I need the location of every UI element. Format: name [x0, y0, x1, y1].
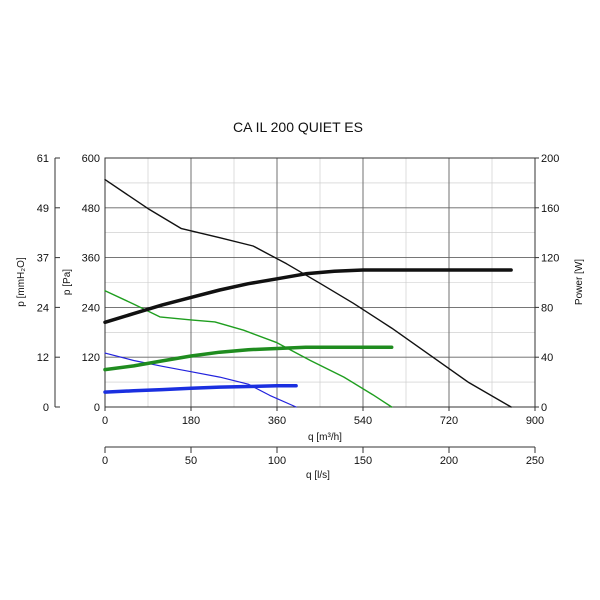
x-tick-label: 360	[268, 415, 286, 427]
right-y-tick-label: 40	[541, 352, 553, 364]
x-tick-label: 540	[354, 415, 372, 427]
pressure-curve-2	[104, 352, 297, 408]
outer-y-tick-label: 12	[37, 352, 49, 364]
y-tick-label: 360	[82, 253, 100, 265]
right-y-axis-label: Power [W]	[574, 259, 585, 305]
y-axis-label: p [Pa]	[62, 269, 73, 295]
y-tick-label: 240	[82, 302, 100, 314]
secondary-x-tick-label: 0	[102, 455, 108, 467]
x-tick-label: 900	[526, 415, 544, 427]
right-y-tick-label: 160	[541, 203, 559, 215]
power-curve-5	[103, 384, 298, 394]
grid	[104, 157, 536, 408]
outer-y-tick-label: 37	[37, 253, 49, 265]
y-tick-label: 480	[82, 203, 100, 215]
x-tick-label: 720	[440, 415, 458, 427]
x-tick-label: 0	[102, 415, 108, 427]
secondary-x-tick-label: 150	[354, 455, 372, 467]
outer-y-axis-label: p [mmH₂O]	[16, 257, 27, 307]
secondary-x-tick-label: 100	[268, 455, 286, 467]
power-curve-3	[103, 268, 513, 325]
pressure-curve-1	[104, 290, 393, 408]
right-y-tick-label: 80	[541, 302, 553, 314]
right-y-tick-label: 120	[541, 253, 559, 265]
right-y-tick-label: 200	[541, 153, 559, 165]
x-axis-label: q [m³/h]	[308, 432, 342, 443]
outer-y-tick-label: 61	[37, 153, 49, 165]
pressure-curve-0	[104, 178, 512, 408]
secondary-x-tick-label: 50	[185, 455, 197, 467]
x-tick-label: 180	[182, 415, 200, 427]
plot-frame	[104, 157, 536, 408]
right-y-tick-label: 0	[541, 402, 547, 414]
outer-y-tick-label: 49	[37, 203, 49, 215]
y-tick-label: 600	[82, 153, 100, 165]
secondary-x-axis-label: q [l/s]	[306, 470, 330, 481]
power-curve-4	[103, 345, 394, 372]
outer-y-tick-label: 0	[43, 402, 49, 414]
outer-y-tick-label: 24	[37, 302, 49, 314]
chart-title: CA IL 200 QUIET ES	[233, 119, 363, 135]
series-layer	[103, 178, 513, 408]
y-tick-label: 120	[82, 352, 100, 364]
y-tick-label: 0	[94, 402, 100, 414]
secondary-x-tick-label: 200	[440, 455, 458, 467]
secondary-x-tick-label: 250	[526, 455, 544, 467]
